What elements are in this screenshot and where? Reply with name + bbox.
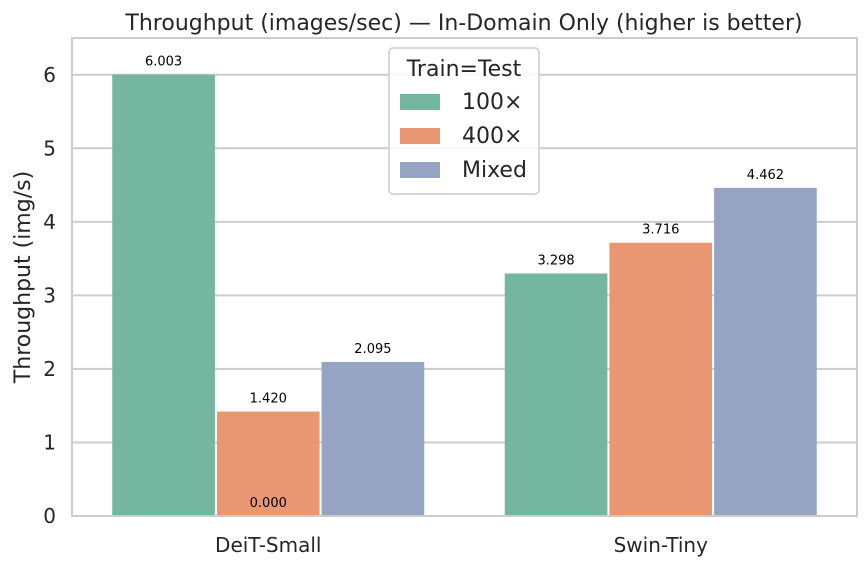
bar — [714, 187, 817, 516]
x-category-label: DeiT-Small — [215, 533, 321, 557]
y-tick-label: 2 — [43, 357, 56, 381]
y-tick-label: 5 — [43, 136, 56, 160]
data-labels: 6.003 1.420 2.095 3.298 3.716 4.462 0.000 — [145, 55, 784, 511]
bar — [504, 273, 608, 516]
bar — [609, 242, 713, 516]
bar-data-label: 6.003 — [145, 55, 182, 70]
bar — [216, 411, 320, 516]
bar-data-label: 3.716 — [642, 223, 679, 238]
chart-title: Throughput (images/sec) — In-Domain Only… — [124, 11, 802, 36]
bar-data-label: 1.420 — [250, 392, 287, 407]
bar-data-label: 3.298 — [537, 253, 574, 268]
y-tick-label: 0 — [43, 504, 56, 528]
legend-swatch — [400, 94, 440, 110]
legend-entry-label: 100× — [462, 90, 522, 115]
legend-swatch — [400, 128, 440, 144]
y-tick-labels: 0 1 2 3 4 5 6 — [43, 63, 56, 528]
legend-entry-label: 400× — [462, 124, 522, 149]
y-tick-label: 1 — [43, 430, 56, 454]
y-axis-label: Throughput (img/s) — [11, 171, 36, 384]
y-tick-label: 3 — [43, 283, 56, 307]
legend-title: Train=Test — [406, 57, 522, 82]
x-category-label: Swin-Tiny — [614, 533, 709, 557]
legend-swatch — [400, 162, 440, 178]
plot-frame — [71, 37, 858, 517]
legend: Train=Test 100× 400× Mixed — [388, 47, 540, 195]
zero-annotation: 0.000 — [250, 496, 287, 511]
bar-data-label: 2.095 — [354, 342, 391, 357]
bar-data-label: 4.462 — [747, 168, 784, 183]
y-tick-label: 6 — [43, 63, 56, 87]
x-category-labels: DeiT-Small Swin-Tiny — [215, 533, 708, 557]
legend-box — [388, 47, 540, 195]
bar — [321, 361, 425, 516]
legend-entry-label: Mixed — [462, 158, 527, 183]
bar — [112, 74, 215, 516]
bars — [112, 74, 817, 516]
y-tick-label: 4 — [43, 210, 56, 234]
